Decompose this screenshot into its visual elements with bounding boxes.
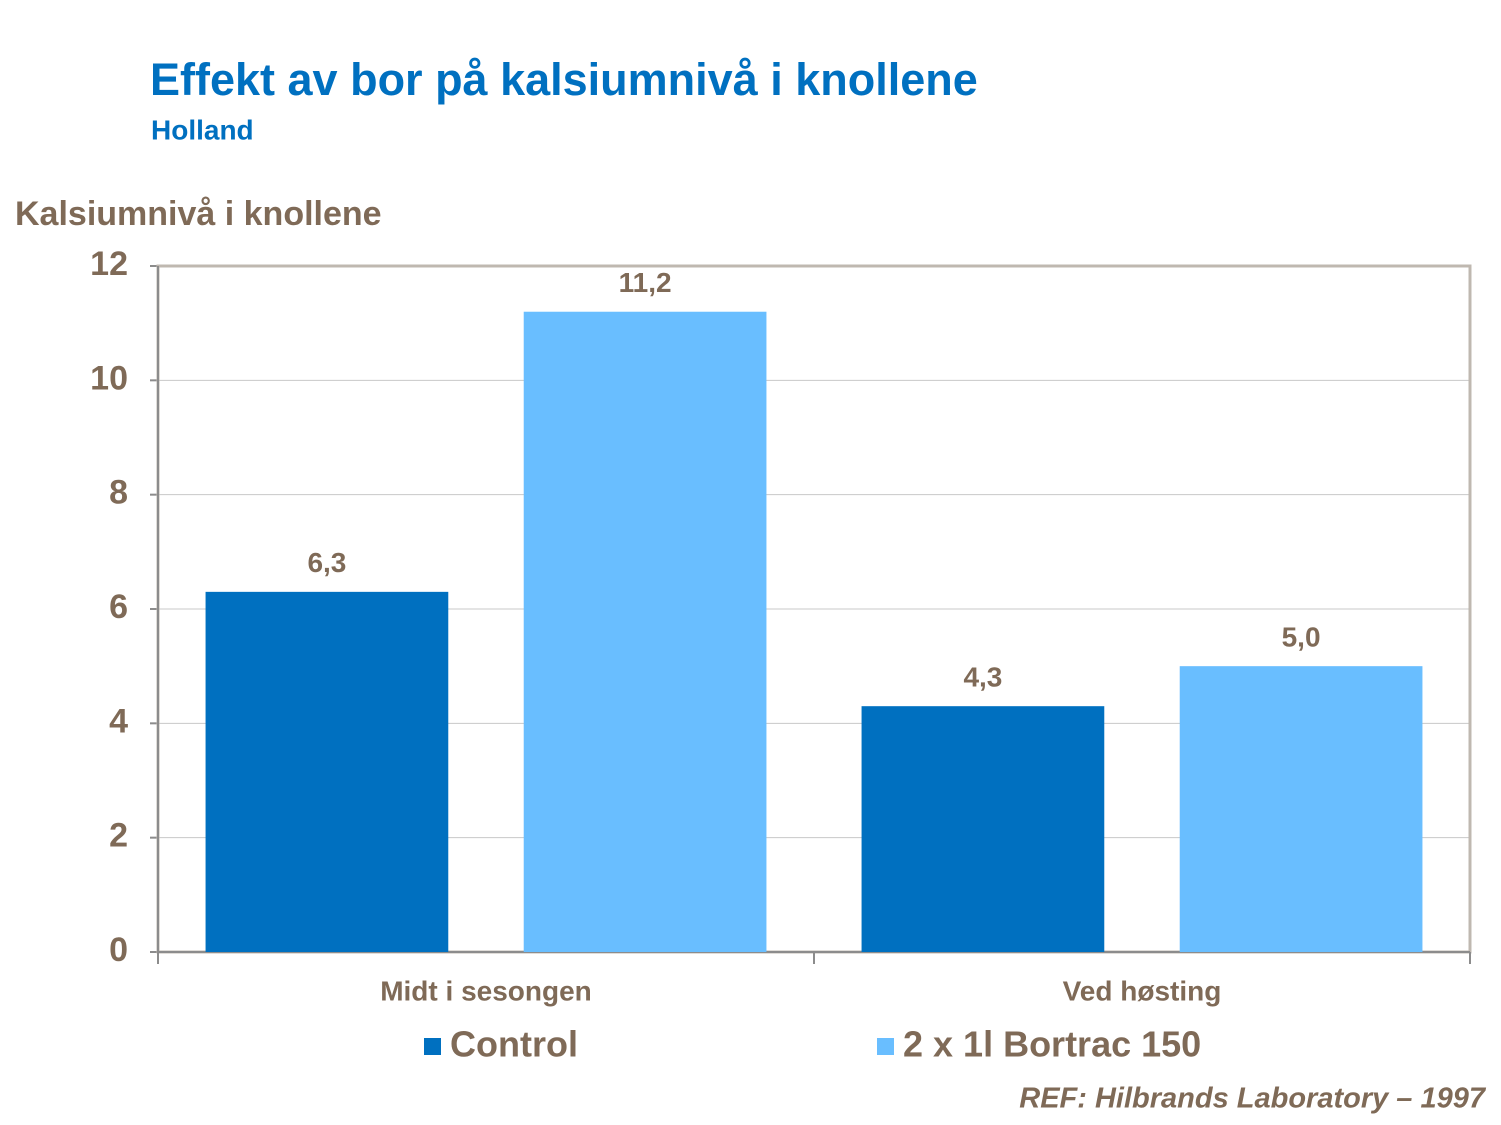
y-tick-label: 6 bbox=[109, 588, 128, 626]
bar bbox=[523, 311, 767, 952]
legend-label: Control bbox=[450, 1024, 578, 1065]
legend-swatch bbox=[877, 1038, 894, 1055]
legend-label: 2 x 1l Bortrac 150 bbox=[903, 1024, 1201, 1065]
legend-swatch bbox=[424, 1038, 441, 1055]
chart-subtitle: Holland bbox=[151, 114, 254, 145]
bar bbox=[861, 706, 1105, 952]
y-tick-label: 2 bbox=[109, 817, 128, 855]
y-axis-label: Kalsiumnivå i knollene bbox=[15, 195, 382, 233]
y-tick-label: 4 bbox=[109, 702, 128, 740]
y-tick-label: 10 bbox=[90, 359, 128, 397]
x-tick-label: Midt i sesongen bbox=[380, 975, 592, 1006]
value-label: 6,3 bbox=[307, 547, 346, 578]
value-label: 4,3 bbox=[963, 662, 1002, 693]
value-label: 11,2 bbox=[619, 267, 672, 298]
value-label: 5,0 bbox=[1282, 622, 1321, 653]
y-tick-label: 8 bbox=[109, 474, 128, 512]
bar bbox=[1179, 666, 1423, 952]
x-tick-label: Ved høsting bbox=[1063, 975, 1222, 1006]
y-tick-label: 12 bbox=[90, 245, 128, 283]
source-note: REF: Hilbrands Laboratory – 1997 bbox=[1019, 1083, 1487, 1115]
chart-title: Effekt av bor på kalsiumnivå i knollene bbox=[150, 54, 978, 105]
y-tick-label: 0 bbox=[109, 931, 128, 969]
bar bbox=[205, 591, 449, 952]
